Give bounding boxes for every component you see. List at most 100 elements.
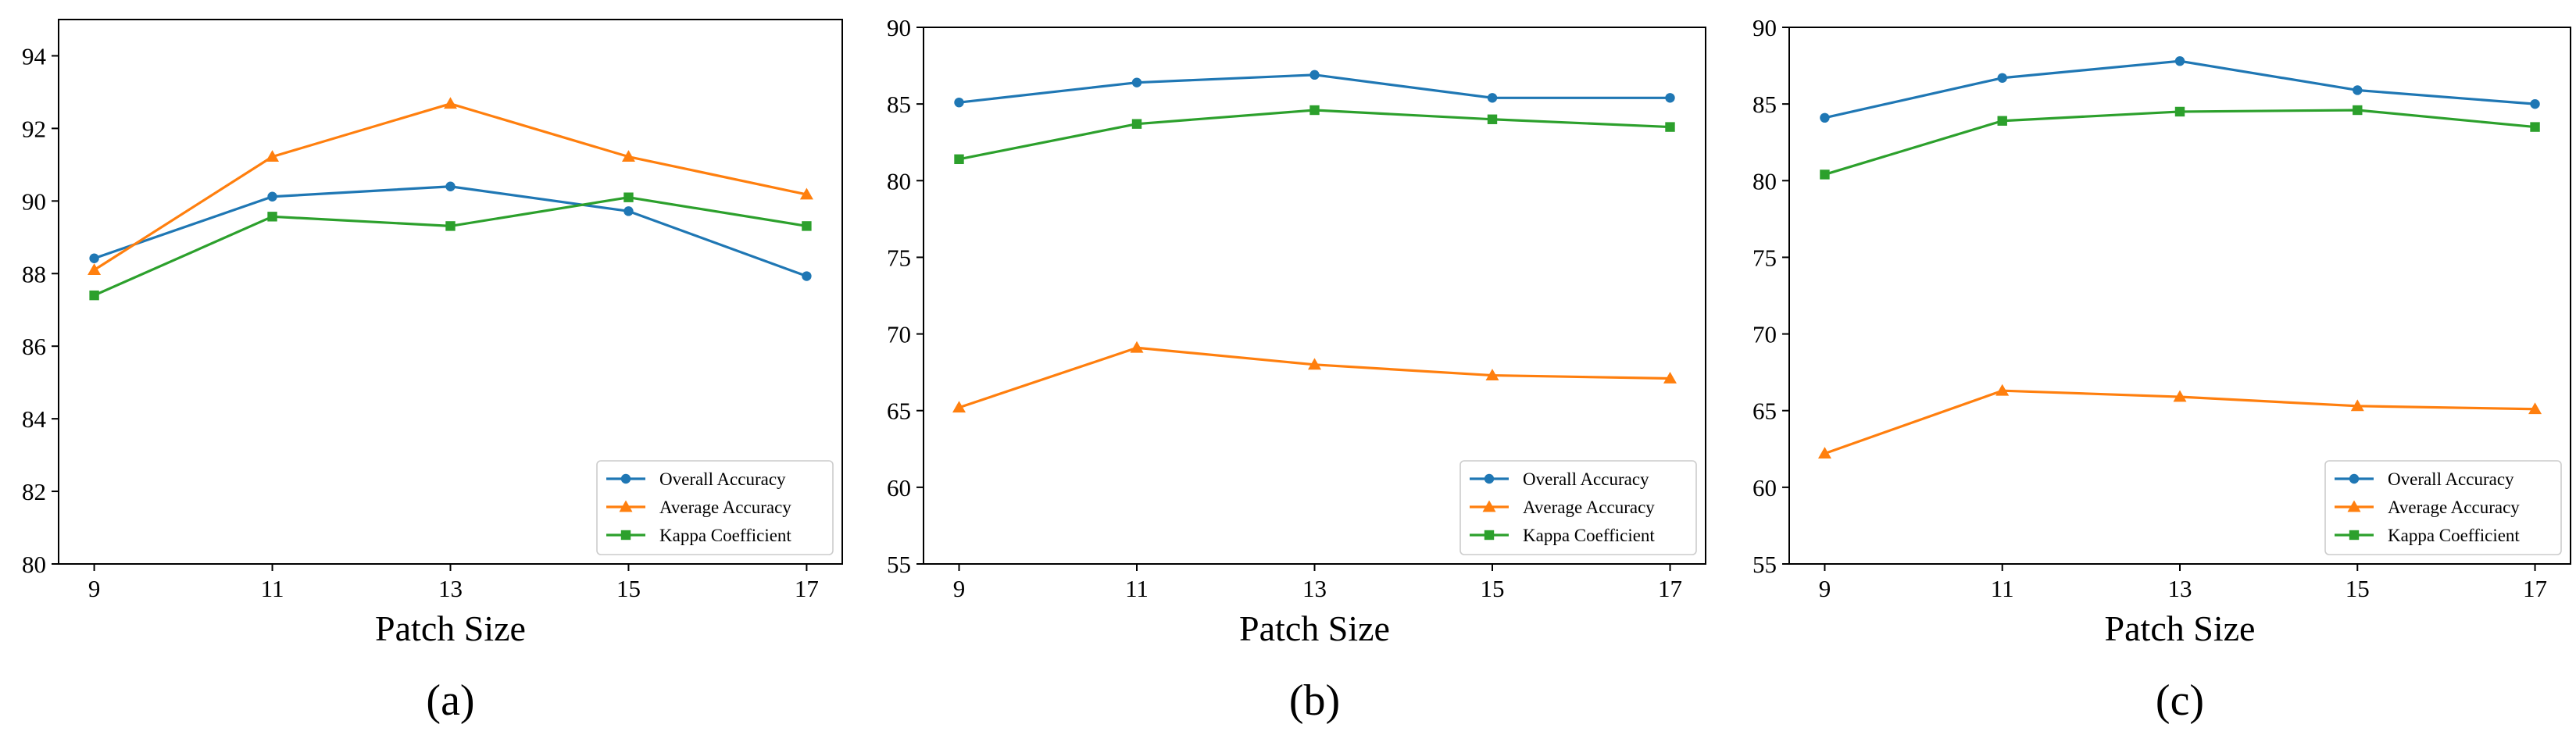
- x-tick-label: 11: [261, 575, 284, 602]
- legend-entry-label: Overall Accuracy: [659, 469, 786, 489]
- x-tick-label: 9: [1819, 575, 1831, 602]
- legend-marker-kappa: [2349, 530, 2360, 541]
- legend: Overall Accuracy Average Accuracy Kappa Co…: [1459, 460, 1697, 555]
- data-point-average: [2350, 399, 2364, 412]
- data-point-average: [1817, 447, 1831, 459]
- x-tick-label: 17: [795, 575, 819, 602]
- legend-entry-label: Average Accuracy: [659, 498, 791, 517]
- panel-label: (c): [2156, 676, 2204, 725]
- data-point-overall: [1820, 112, 1830, 123]
- data-point-average: [2528, 402, 2542, 415]
- data-point-overall: [1309, 70, 1320, 80]
- y-tick-label: 65: [1752, 398, 1777, 425]
- legend-entry-label: Overall Accuracy: [1523, 469, 1649, 489]
- data-point-average: [1485, 369, 1499, 380]
- data-point-kappa: [1309, 105, 1320, 116]
- data-point-average: [88, 263, 102, 275]
- legend-entry-label: Average Accuracy: [1523, 498, 1655, 517]
- data-point-kappa: [2174, 106, 2185, 117]
- y-tick-label: 60: [1752, 474, 1777, 501]
- y-tick-label: 55: [1752, 551, 1777, 578]
- data-point-average: [1663, 371, 1677, 384]
- data-point-kappa: [89, 290, 99, 301]
- data-point-average: [1995, 384, 2010, 396]
- y-tick-label: 60: [887, 474, 911, 501]
- data-point-kappa: [1997, 116, 2007, 126]
- data-point-kappa: [1665, 122, 1675, 132]
- chart-panel-2: 55 60 65 70 75 80 85 90 9 11 13 15 17 Patch Size (b) Ov…: [887, 14, 1706, 725]
- data-point-overall: [2174, 55, 2185, 66]
- x-tick-label: 11: [1991, 575, 2014, 602]
- panel-label: (a): [426, 676, 474, 725]
- legend-frame: [2324, 460, 2562, 555]
- x-tick-label: 17: [2523, 575, 2547, 602]
- y-tick-label: 88: [22, 260, 46, 287]
- y-tick-label: 94: [22, 42, 47, 70]
- y-tick-label: 75: [887, 244, 911, 271]
- legend-marker-average: [619, 500, 633, 512]
- y-tick-label: 80: [1752, 167, 1777, 194]
- x-tick-label: 15: [1481, 575, 1505, 602]
- legend-marker-overall: [1484, 473, 1495, 484]
- y-tick-label: 80: [887, 167, 911, 194]
- panel-label: (b): [1289, 676, 1340, 725]
- data-point-overall: [1665, 93, 1675, 103]
- data-point-kappa: [1820, 169, 1830, 180]
- data-point-kappa: [267, 212, 277, 222]
- data-point-overall: [2530, 98, 2540, 109]
- x-tick-label: 13: [1302, 575, 1327, 602]
- data-point-average: [444, 97, 457, 109]
- data-point-overall: [2353, 85, 2363, 95]
- y-tick-label: 90: [887, 14, 911, 41]
- legend-entry-label: Kappa Coefficient: [659, 526, 791, 545]
- x-tick-label: 11: [1125, 575, 1149, 602]
- legend-entry-label: Kappa Coefficient: [2388, 526, 2520, 545]
- legend: Overall Accuracy Average Accuracy Kappa Co…: [2324, 460, 2562, 555]
- x-tick-label: 17: [1658, 575, 1682, 602]
- data-point-overall: [89, 253, 99, 263]
- y-tick-label: 55: [887, 551, 911, 578]
- data-point-kappa: [2353, 105, 2363, 116]
- legend-marker-average: [2347, 500, 2361, 512]
- y-tick-label: 85: [887, 91, 911, 118]
- y-tick-label: 85: [1752, 91, 1777, 118]
- y-tick-label: 65: [887, 398, 911, 425]
- y-tick-label: 90: [22, 187, 46, 215]
- data-point-kappa: [1487, 114, 1498, 124]
- x-tick-label: 15: [616, 575, 641, 602]
- x-tick-label: 9: [88, 575, 101, 602]
- data-point-kappa: [802, 221, 812, 231]
- data-point-average: [952, 401, 966, 413]
- data-point-overall: [802, 271, 812, 281]
- x-tick-label: 15: [2346, 575, 2370, 602]
- data-point-average: [2173, 390, 2187, 402]
- x-axis-label: Patch Size: [2105, 608, 2256, 648]
- data-point-overall: [1997, 73, 2007, 83]
- legend-marker-overall: [2349, 473, 2360, 484]
- data-point-kappa: [1131, 119, 1142, 129]
- data-point-average: [1130, 341, 1144, 353]
- x-tick-label: 13: [438, 575, 463, 602]
- data-point-kappa: [2530, 122, 2540, 132]
- data-point-average: [266, 150, 280, 162]
- data-point-kappa: [954, 154, 964, 165]
- y-tick-label: 70: [1752, 321, 1777, 348]
- data-point-overall: [1487, 93, 1498, 103]
- data-point-overall: [267, 191, 277, 202]
- y-tick-label: 84: [22, 405, 47, 433]
- legend-frame: [1459, 460, 1697, 555]
- y-tick-label: 90: [1752, 14, 1777, 41]
- x-axis-label: Patch Size: [1239, 608, 1390, 648]
- legend-entry-label: Average Accuracy: [2388, 498, 2520, 517]
- x-tick-label: 9: [953, 575, 966, 602]
- chart-panel-1: 80 82 84 86 88 90 92 94 9 11 13 15 17 Patch Size (a) Ov…: [22, 19, 843, 725]
- legend-marker-overall: [620, 473, 631, 484]
- y-tick-label: 70: [887, 321, 911, 348]
- data-point-overall: [623, 206, 634, 216]
- x-axis-label: Patch Size: [375, 608, 526, 648]
- data-point-average: [621, 150, 635, 162]
- legend-entry-label: Overall Accuracy: [2388, 469, 2514, 489]
- legend-marker-kappa: [620, 530, 631, 541]
